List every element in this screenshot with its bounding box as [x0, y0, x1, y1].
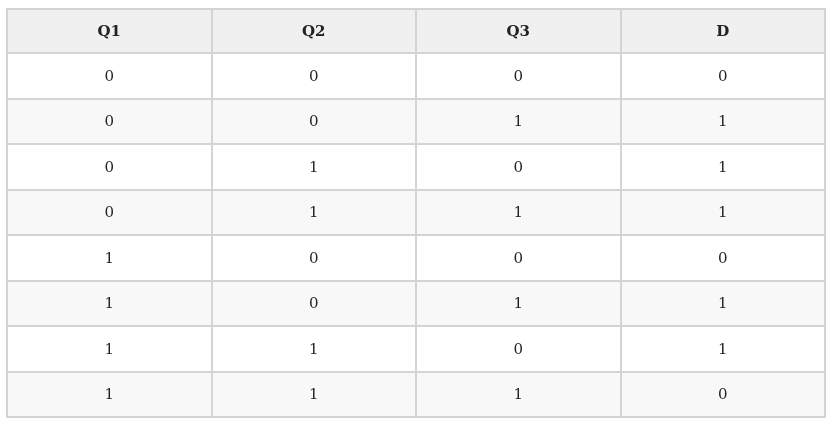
table-cell: 1	[415, 97, 622, 145]
header-row: Q1 Q2 Q3 D	[6, 8, 826, 54]
table-cell: 1	[210, 325, 417, 373]
table-cell: 0	[415, 52, 622, 100]
table-cell: 0	[619, 52, 826, 100]
table-cell: 1	[619, 188, 826, 236]
table-cell: 0	[210, 97, 417, 145]
table-cell: 1	[6, 279, 213, 327]
table-cell: 1	[210, 143, 417, 191]
header-cell: Q1	[6, 8, 213, 54]
table-cell: 0	[210, 52, 417, 100]
table-cell: 0	[6, 97, 213, 145]
table-cell: 1	[6, 325, 213, 373]
table-cell: 0	[6, 52, 213, 100]
table-cell: 0	[415, 234, 622, 282]
table-cell: 1	[619, 143, 826, 191]
table-cell: 0	[210, 279, 417, 327]
table-cell: 0	[210, 234, 417, 282]
header-cell: Q3	[415, 8, 622, 54]
table-cell: 1	[619, 279, 826, 327]
table-cell: 0	[415, 325, 622, 373]
table-cell: 1	[415, 279, 622, 327]
table-header: Q1 Q2 Q3 D	[6, 8, 826, 54]
table-cell: 0	[415, 143, 622, 191]
table-cell: 1	[6, 234, 213, 282]
table-cell: 1	[6, 370, 213, 418]
header-cell: Q2	[210, 8, 417, 54]
header-cell: D	[619, 8, 826, 54]
table-cell: 1	[619, 97, 826, 145]
table-cell: 1	[210, 370, 417, 418]
table-cell: 0	[619, 370, 826, 418]
table-cell: 0	[619, 234, 826, 282]
table-cell: 0	[6, 143, 213, 191]
table-cell: 1	[415, 188, 622, 236]
table-cell: 1	[415, 370, 622, 418]
table-cell: 1	[210, 188, 417, 236]
table-cell: 1	[619, 325, 826, 373]
table-cell: 0	[6, 188, 213, 236]
